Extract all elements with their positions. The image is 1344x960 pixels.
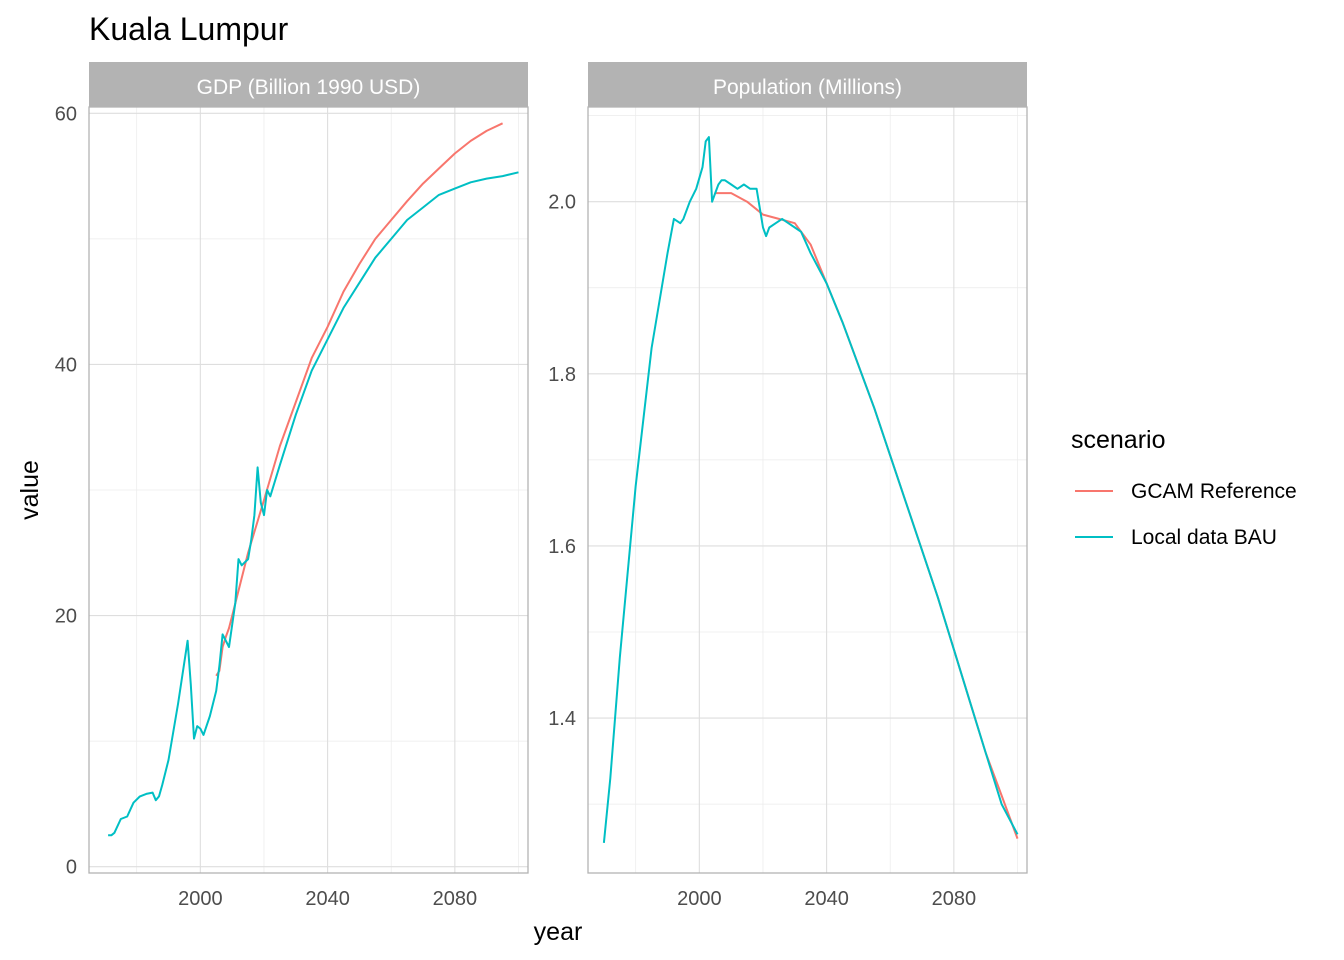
- y-tick-label: 40: [55, 354, 77, 376]
- x-tick-label: 2040: [804, 888, 849, 910]
- legend-label-local-data-bau: Local data BAU: [1131, 526, 1277, 549]
- strip-population: [588, 62, 1027, 107]
- series-line-gcam-reference: [715, 192, 1019, 839]
- legend: scenario GCAM Reference Local data BAU: [1071, 426, 1297, 549]
- legend-title: scenario: [1071, 426, 1166, 454]
- x-tick-label: 2000: [178, 888, 223, 910]
- y-tick-label: 0: [66, 857, 77, 879]
- strip-gdp: [89, 62, 528, 107]
- x-tick-label: 2040: [305, 888, 350, 910]
- y-tick-label: 1.6: [548, 536, 576, 558]
- x-tick-label: 2000: [677, 888, 722, 910]
- chart-title: Kuala Lumpur: [89, 11, 289, 47]
- x-tick-label: 2080: [932, 888, 977, 910]
- x-axis-title: year: [534, 918, 583, 946]
- panel-population: Population (Millions) 2000 2040 2080 1.4 1.6…: [548, 62, 1028, 910]
- series-line-gcam-reference: [215, 122, 504, 677]
- strip-label-gdp: GDP (Billion 1990 USD): [197, 76, 421, 99]
- y-tick-label: 2.0: [548, 192, 576, 214]
- x-tick-label: 2080: [433, 888, 478, 910]
- y-tick-label: 1.8: [548, 364, 576, 386]
- legend-label-gcam-reference: GCAM Reference: [1131, 480, 1297, 503]
- series-line-local-data-bau: [108, 171, 519, 837]
- strip-label-population: Population (Millions): [713, 76, 902, 99]
- y-axis-title: value: [16, 460, 44, 520]
- series-line-local-data-bau: [602, 136, 1019, 843]
- y-tick-label: 20: [55, 606, 77, 628]
- panel-border: [88, 106, 529, 874]
- panel-gdp: GDP (Billion 1990 USD) 2000 2040 208002040…: [55, 62, 529, 910]
- y-tick-label: 60: [55, 103, 77, 125]
- y-tick-label: 1.4: [548, 708, 576, 730]
- panel-border: [587, 106, 1028, 874]
